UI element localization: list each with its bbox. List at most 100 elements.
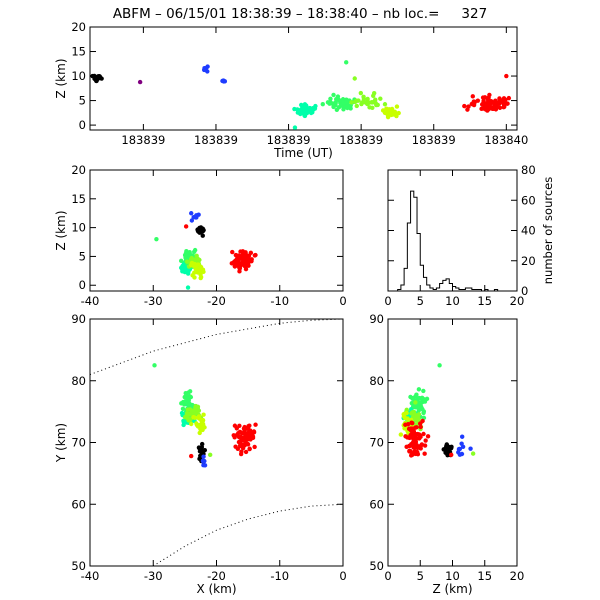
histogram-x-tick-label: 20 (510, 294, 525, 308)
source-point (292, 125, 298, 130)
source-point (238, 451, 244, 457)
source-point (459, 451, 465, 457)
source-point (299, 102, 304, 108)
time_height-y-tick-label: 0 (79, 118, 86, 132)
source-point (242, 424, 247, 430)
source-point (192, 257, 197, 262)
source-point (201, 228, 206, 233)
source-point (336, 97, 342, 103)
source-point (415, 417, 421, 422)
source-point (334, 107, 340, 112)
source-point (387, 107, 392, 112)
source-point (237, 266, 243, 271)
source-point (193, 409, 198, 414)
source-point (414, 425, 419, 430)
source-point (356, 98, 361, 103)
source-point (348, 106, 353, 111)
source-point (370, 105, 375, 110)
source-point (361, 96, 367, 102)
source-point (480, 102, 486, 107)
source-point (422, 399, 428, 404)
source-point (380, 108, 386, 113)
source-point (345, 103, 350, 109)
z_plan-y-tick-label: 70 (369, 436, 384, 450)
source-point (497, 105, 503, 110)
source-point (409, 420, 414, 425)
source-point (185, 416, 190, 421)
x_height-y-axis-label: Z (km) (54, 210, 68, 250)
plan_view-plot-frame (89, 318, 344, 567)
source-point (201, 412, 206, 417)
range-ring-arc (152, 503, 343, 566)
source-point (352, 76, 357, 81)
source-point (414, 392, 419, 397)
source-point (137, 79, 143, 85)
plan_view-x-tick-label: -30 (144, 569, 163, 583)
source-point (410, 452, 415, 457)
z_plan-y-tick-label: 50 (369, 559, 384, 573)
source-point (402, 426, 407, 431)
x_height-y-tick-label: 20 (71, 163, 86, 177)
plan_view-y-tick-label: 80 (71, 374, 86, 388)
source-point (344, 99, 349, 105)
source-point (382, 102, 388, 107)
figure-title: ABFM – 06/15/01 18:38:39 – 18:38:40 – nb… (113, 6, 487, 22)
source-point (422, 451, 427, 456)
source-point (328, 100, 333, 105)
source-point (189, 453, 194, 459)
title-station: ABFM (113, 6, 151, 22)
z_plan-x-tick-label: 15 (477, 569, 492, 583)
source-point (331, 92, 336, 98)
source-point (186, 269, 191, 274)
time_height-x-tick-label: 183839 (339, 133, 383, 147)
source-point (501, 102, 507, 107)
source-point (187, 412, 192, 417)
z_plan-x-tick-label: 20 (510, 569, 525, 583)
plan_view-y-axis-label: Y (km) (54, 423, 68, 463)
source-point (179, 401, 185, 406)
source-point (422, 443, 428, 448)
x_height-x-tick-label: 0 (339, 294, 346, 308)
source-point (299, 108, 305, 113)
source-point (407, 443, 412, 449)
source-point (180, 406, 186, 412)
z_plan-x-axis-label: Z (km) (432, 582, 472, 596)
source-point (242, 443, 247, 448)
plan_view-x-tick-label: -40 (81, 569, 100, 583)
plan_view-x-tick-label: -10 (270, 569, 289, 583)
source-point (195, 270, 200, 275)
z_plan-x-tick-label: 10 (445, 569, 460, 583)
source-point (241, 261, 246, 267)
source-point (407, 449, 412, 454)
source-point (246, 429, 252, 435)
z_plan-marks (398, 363, 476, 458)
z_plan-y-tick-label: 60 (369, 497, 384, 511)
panel-z_plan: 0 5 10 15 20 50 60 70 80 90 Z (km) (369, 312, 524, 596)
title-separator-2: – (372, 6, 379, 22)
source-point (187, 401, 192, 406)
histogram-y-axis-label: number of sources (541, 177, 555, 284)
source-point (253, 252, 258, 258)
source-point (416, 387, 422, 392)
x_height-x-tick-label: -20 (207, 294, 226, 308)
panels: 183839 183839 183839 183839 183839 183840 0 5 10… (54, 20, 555, 596)
source-point (497, 99, 502, 104)
source-point (402, 411, 408, 416)
z_plan-x-tick-label: 5 (417, 569, 424, 583)
source-point (344, 60, 349, 65)
x_height-y-tick-label: 15 (71, 192, 86, 206)
time_height-y-tick-label: 20 (71, 20, 86, 34)
time_height-y-axis-label: Z (km) (54, 58, 68, 98)
source-point (418, 434, 423, 440)
source-point (470, 451, 476, 456)
source-point (418, 446, 423, 451)
histogram-step-line (388, 190, 517, 291)
z_plan-plot-frame (387, 318, 518, 567)
source-point (185, 259, 190, 264)
time_height-x-tick-label: 183840 (484, 133, 528, 147)
source-point (245, 425, 251, 431)
title-separator: – (155, 6, 162, 22)
source-point (192, 275, 197, 280)
source-point (243, 266, 249, 272)
source-point (231, 433, 236, 438)
